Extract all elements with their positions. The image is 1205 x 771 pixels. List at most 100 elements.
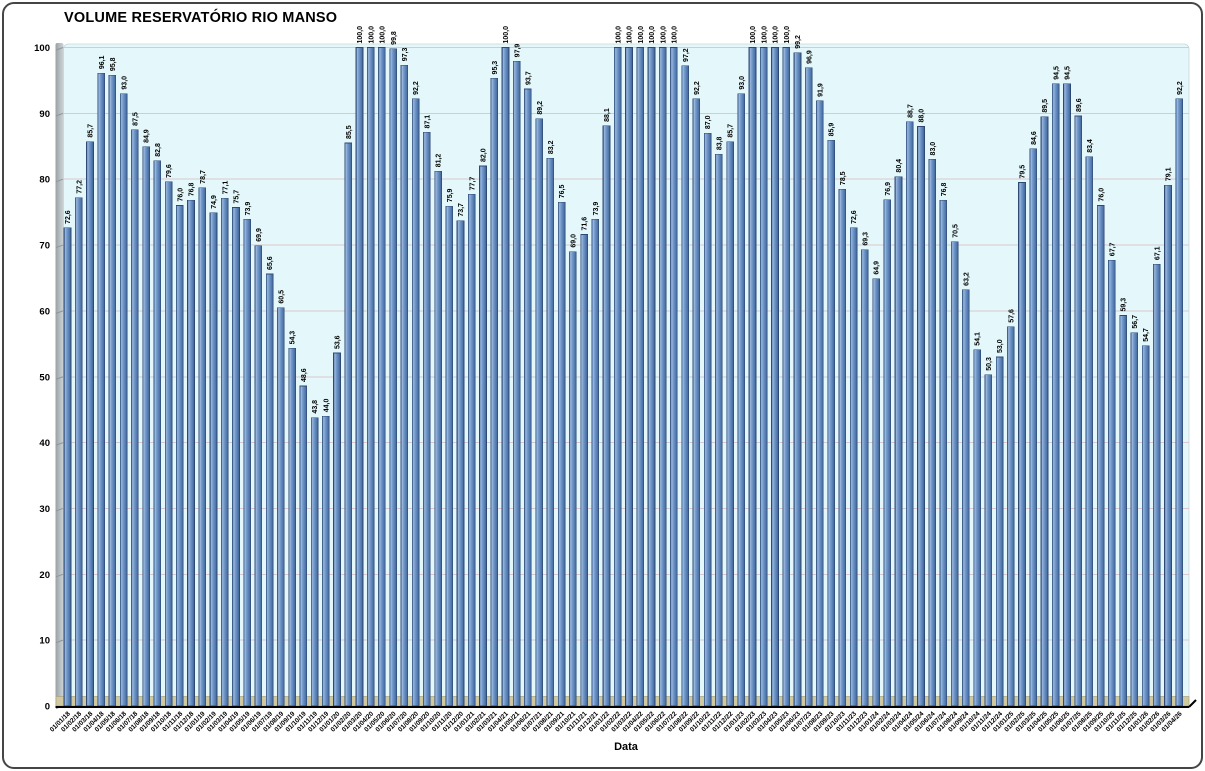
bar [838, 188, 847, 707]
bar [591, 219, 600, 707]
bar-value-label: 100,0 [357, 26, 364, 44]
y-axis-tick [55, 112, 64, 117]
bar [490, 78, 499, 707]
bar-value-label: 63,2 [964, 272, 971, 286]
bar-value-label: 89,6 [1076, 98, 1083, 112]
bar [209, 212, 218, 707]
bar-value-label: 43,8 [312, 400, 319, 414]
bar-value-label: 85,9 [829, 123, 836, 137]
bar-value-label: 100,0 [773, 26, 780, 44]
bar [254, 245, 263, 707]
bar [277, 307, 285, 707]
bar [1119, 315, 1127, 707]
bar [861, 249, 869, 707]
bar-value-label: 69,0 [570, 234, 577, 248]
bar [299, 385, 308, 707]
bar-value-label: 100,0 [660, 26, 667, 44]
bar [602, 125, 611, 707]
bar-value-label: 99,8 [391, 31, 398, 45]
bar [827, 140, 835, 707]
bar [389, 48, 397, 707]
bar-value-label: 54,7 [1143, 328, 1150, 342]
bar [1175, 98, 1184, 707]
bar-value-label: 83,2 [548, 140, 555, 154]
y-tick-label: 0 [45, 702, 50, 713]
bar [939, 199, 948, 707]
bar [703, 132, 712, 707]
bar [1096, 205, 1105, 707]
bar-value-label: 80,4 [896, 159, 903, 173]
bar [1007, 326, 1015, 707]
bar-value-label: 93,7 [526, 71, 533, 85]
bar-value-label: 85,5 [346, 125, 353, 139]
bar-value-label: 56,7 [1132, 315, 1139, 329]
bar-value-label: 73,7 [458, 203, 465, 217]
bar-value-label: 69,3 [862, 232, 869, 246]
bar [176, 205, 184, 707]
bar-value-label: 100,0 [672, 26, 679, 44]
bar [692, 98, 701, 707]
bar [771, 47, 779, 707]
bar [1029, 148, 1038, 707]
x-axis-title: Data [614, 741, 638, 753]
bar [1141, 345, 1150, 707]
y-axis-tick [55, 310, 64, 314]
bar-value-label: 74,9 [211, 195, 218, 209]
bar-value-label: 99,2 [795, 35, 802, 49]
y-tick-label: 80 [39, 175, 50, 186]
bar-value-label: 81,2 [436, 154, 443, 168]
bar [894, 176, 903, 707]
bar-value-label: 76,5 [559, 185, 566, 199]
bar [883, 199, 892, 707]
y-tick-label: 40 [39, 438, 50, 449]
y-tick-label: 90 [39, 109, 50, 120]
bar-value-label: 95,8 [110, 57, 117, 71]
bar [1018, 182, 1026, 707]
bar-value-label: 72,6 [851, 210, 858, 224]
bar [355, 47, 364, 707]
bar-value-label: 71,6 [582, 217, 589, 231]
y-tick-label: 100 [34, 43, 50, 54]
bar-value-label: 85,7 [88, 124, 95, 138]
bar [108, 74, 117, 707]
bar [131, 129, 139, 707]
bar-value-label: 82,0 [481, 148, 488, 162]
bar [1063, 83, 1071, 707]
bar [153, 160, 162, 707]
bar-value-label: 97,3 [402, 48, 409, 62]
bar-value-label: 83,8 [716, 136, 723, 150]
bar-value-label: 100,0 [503, 26, 510, 44]
y-axis-tick [55, 244, 64, 249]
bar [119, 93, 128, 707]
bar-value-label: 53,6 [335, 335, 342, 349]
bar-value-label: 100,0 [761, 26, 768, 44]
bar [97, 72, 105, 707]
bar [1108, 259, 1116, 707]
bar-value-label: 87,5 [132, 112, 139, 126]
bar [1040, 116, 1049, 707]
bar [400, 64, 409, 707]
bar [288, 348, 296, 707]
bar [557, 201, 566, 707]
bar-value-label: 92,2 [694, 81, 701, 95]
bar-value-label: 100,0 [380, 26, 387, 44]
bar-value-label: 50,3 [986, 357, 993, 371]
bar [984, 374, 993, 707]
y-axis-tick [55, 507, 64, 512]
bar [142, 146, 150, 707]
bar [950, 241, 959, 707]
bar-value-label: 92,2 [1177, 81, 1184, 95]
bar-value-label: 76,9 [885, 182, 892, 196]
bar [164, 181, 173, 707]
bar-value-label: 84,6 [1031, 131, 1038, 145]
bar-value-label: 67,7 [1109, 242, 1116, 256]
bar-value-label: 54,3 [290, 331, 297, 345]
bar-value-label: 100,0 [627, 26, 634, 44]
bar [658, 47, 667, 707]
bar [423, 132, 431, 707]
bar [569, 251, 577, 707]
y-axis-tick [55, 47, 64, 51]
bar-value-label: 79,6 [166, 164, 173, 178]
bar-value-label: 89,5 [1042, 99, 1049, 113]
bar-value-label: 73,9 [245, 202, 252, 216]
